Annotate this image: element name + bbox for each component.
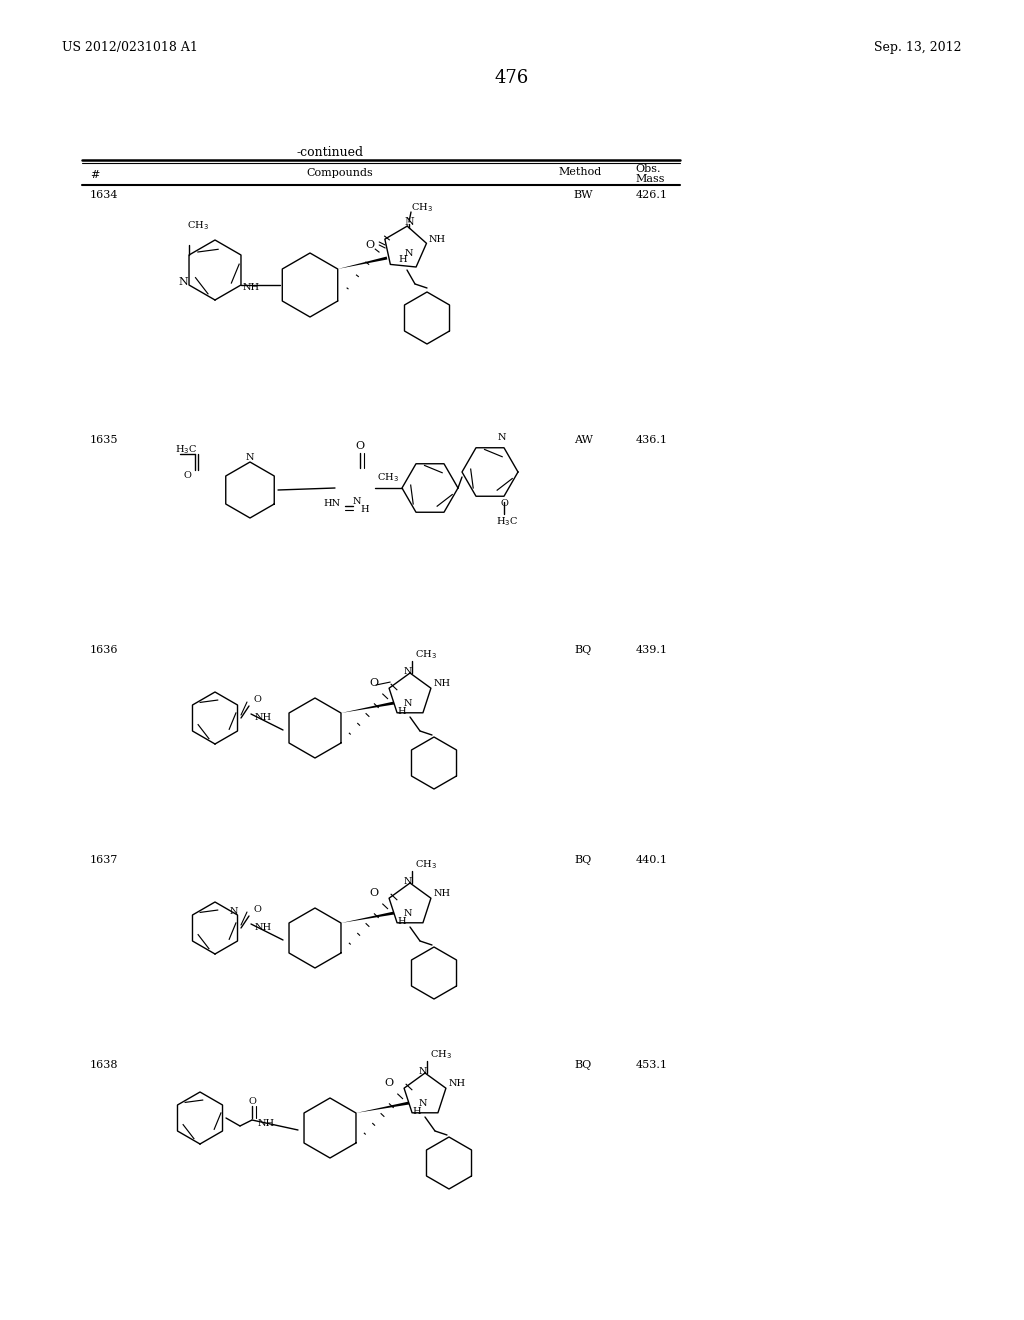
Text: 1638: 1638 [90, 1060, 119, 1071]
Text: O: O [384, 1078, 393, 1088]
Text: Obs.: Obs. [635, 164, 660, 174]
Text: NH: NH [429, 235, 446, 244]
Text: Compounds: Compounds [306, 168, 374, 178]
Text: N: N [353, 496, 361, 506]
Text: N: N [498, 433, 506, 442]
Text: US 2012/0231018 A1: US 2012/0231018 A1 [62, 41, 198, 54]
Text: 453.1: 453.1 [636, 1060, 668, 1071]
Text: 436.1: 436.1 [636, 436, 668, 445]
Text: O: O [355, 441, 365, 451]
Text: H$_3$C: H$_3$C [496, 516, 518, 528]
Polygon shape [356, 1101, 410, 1113]
Text: 1636: 1636 [90, 645, 119, 655]
Text: BQ: BQ [574, 855, 592, 865]
Text: NH: NH [434, 678, 452, 688]
Text: N: N [404, 248, 414, 257]
Text: N: N [403, 698, 413, 708]
Text: 426.1: 426.1 [636, 190, 668, 201]
Text: Method: Method [558, 168, 602, 177]
Text: O: O [366, 240, 375, 249]
Text: 1637: 1637 [90, 855, 119, 865]
Text: N: N [403, 908, 413, 917]
Text: NH: NH [255, 714, 272, 722]
Text: H: H [413, 1106, 421, 1115]
Text: BW: BW [573, 190, 593, 201]
Text: BQ: BQ [574, 1060, 592, 1071]
Text: O: O [183, 470, 190, 479]
Text: NH: NH [243, 284, 260, 293]
Text: AW: AW [573, 436, 593, 445]
Text: N: N [404, 216, 414, 227]
Text: O: O [248, 1097, 256, 1106]
Text: N: N [178, 277, 187, 286]
Text: N: N [403, 667, 413, 676]
Text: CH$_3$: CH$_3$ [415, 648, 437, 661]
Text: H: H [397, 706, 407, 715]
Text: CH$_3$: CH$_3$ [411, 202, 433, 214]
Text: N: N [419, 1098, 427, 1107]
Text: H: H [397, 916, 407, 925]
Text: O: O [500, 499, 508, 508]
Text: CH$_3$: CH$_3$ [187, 219, 209, 232]
Text: 439.1: 439.1 [636, 645, 668, 655]
Text: -continued: -continued [296, 145, 364, 158]
Text: N: N [246, 454, 254, 462]
Text: H: H [360, 506, 369, 515]
Text: O: O [370, 888, 379, 898]
Text: CH$_3$: CH$_3$ [377, 471, 398, 484]
Text: O: O [253, 696, 261, 705]
Text: CH$_3$: CH$_3$ [430, 1048, 452, 1061]
Text: N: N [403, 876, 413, 886]
Text: Sep. 13, 2012: Sep. 13, 2012 [874, 41, 962, 54]
Text: NH: NH [258, 1119, 275, 1129]
Text: O: O [253, 906, 261, 915]
Text: HN: HN [323, 499, 340, 507]
Text: H$_3$C: H$_3$C [175, 444, 197, 457]
Text: BQ: BQ [574, 645, 592, 655]
Text: NH: NH [449, 1078, 466, 1088]
Text: N: N [229, 907, 238, 916]
Polygon shape [338, 256, 387, 269]
Polygon shape [341, 701, 394, 713]
Text: 1635: 1635 [90, 436, 119, 445]
Text: Mass: Mass [635, 174, 665, 183]
Text: O: O [370, 678, 379, 688]
Text: N: N [419, 1067, 427, 1076]
Text: NH: NH [434, 888, 452, 898]
Text: CH$_3$: CH$_3$ [415, 858, 437, 871]
Text: 1634: 1634 [90, 190, 119, 201]
Text: 440.1: 440.1 [636, 855, 668, 865]
Text: H: H [398, 256, 408, 264]
Polygon shape [341, 912, 394, 923]
Text: 476: 476 [495, 69, 529, 87]
Text: NH: NH [255, 924, 272, 932]
Text: #: # [90, 170, 99, 180]
